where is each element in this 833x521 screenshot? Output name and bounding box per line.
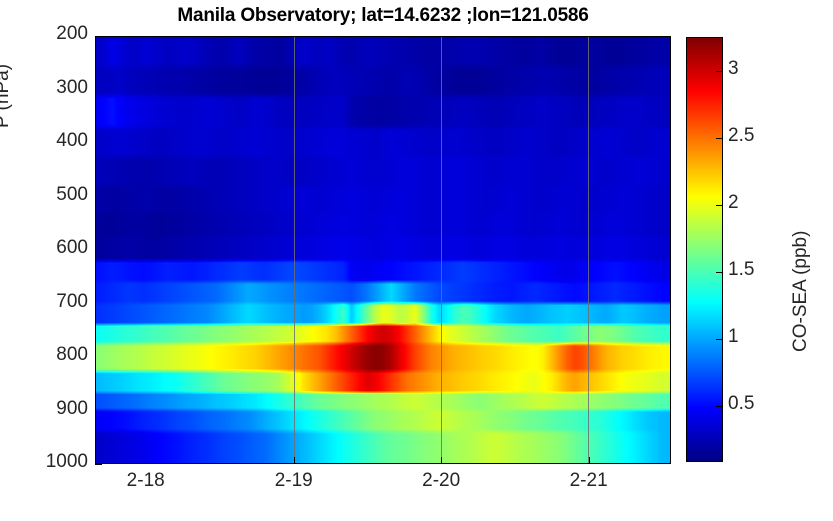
y-tick-label: 300 — [56, 76, 88, 98]
y-tick-mark — [95, 464, 102, 465]
colorbar-tick-label: 2.5 — [728, 124, 755, 146]
x-tick-label: 2-21 — [569, 470, 608, 491]
x-tick-label: 2-20 — [422, 470, 461, 491]
colorbar-tick-mark — [716, 339, 723, 340]
colorbar-tick-mark — [716, 205, 723, 206]
colorbar[interactable] — [686, 37, 723, 462]
colorbar-tick-mark — [716, 272, 723, 273]
y-tick-label: 700 — [56, 290, 88, 312]
colorbar-tick-label: 2 — [728, 191, 739, 213]
y-tick-label: 600 — [56, 237, 88, 258]
colorbar-tick-label: 1 — [728, 325, 739, 347]
y-tick-label: 400 — [56, 130, 88, 151]
y-tick-label: 800 — [56, 344, 88, 365]
gridline — [441, 37, 442, 463]
colorbar-tick-label: 3 — [728, 57, 739, 79]
y-tick-label: 200 — [56, 23, 88, 44]
y-tick-label: 500 — [56, 183, 88, 205]
heatmap-canvas — [96, 37, 670, 463]
heatmap-plot-area[interactable] — [95, 36, 671, 464]
page-title: Manila Observatory; lat=14.6232 ;lon=121… — [177, 5, 589, 26]
x-tick-mark — [589, 457, 590, 464]
colorbar-tick-mark — [716, 138, 723, 139]
colorbar-label: CO-SEA (ppb) — [790, 230, 811, 352]
y-tick-label: 900 — [56, 397, 88, 419]
x-tick-mark — [294, 457, 295, 464]
x-tick-label: 2-18 — [126, 470, 165, 491]
colorbar-canvas — [687, 38, 722, 461]
y-axis-label: P (hPa) — [0, 63, 13, 128]
colorbar-tick-label: 1.5 — [728, 258, 755, 280]
colorbar-tick-mark — [716, 71, 723, 72]
gridline — [588, 37, 589, 463]
colorbar-tick-label: 0.5 — [728, 392, 755, 414]
x-tick-label: 2-19 — [274, 470, 313, 491]
x-tick-mark — [441, 457, 442, 464]
y-tick-label: 1000 — [45, 451, 88, 472]
gridline — [294, 37, 295, 463]
colorbar-tick-mark — [716, 406, 723, 407]
